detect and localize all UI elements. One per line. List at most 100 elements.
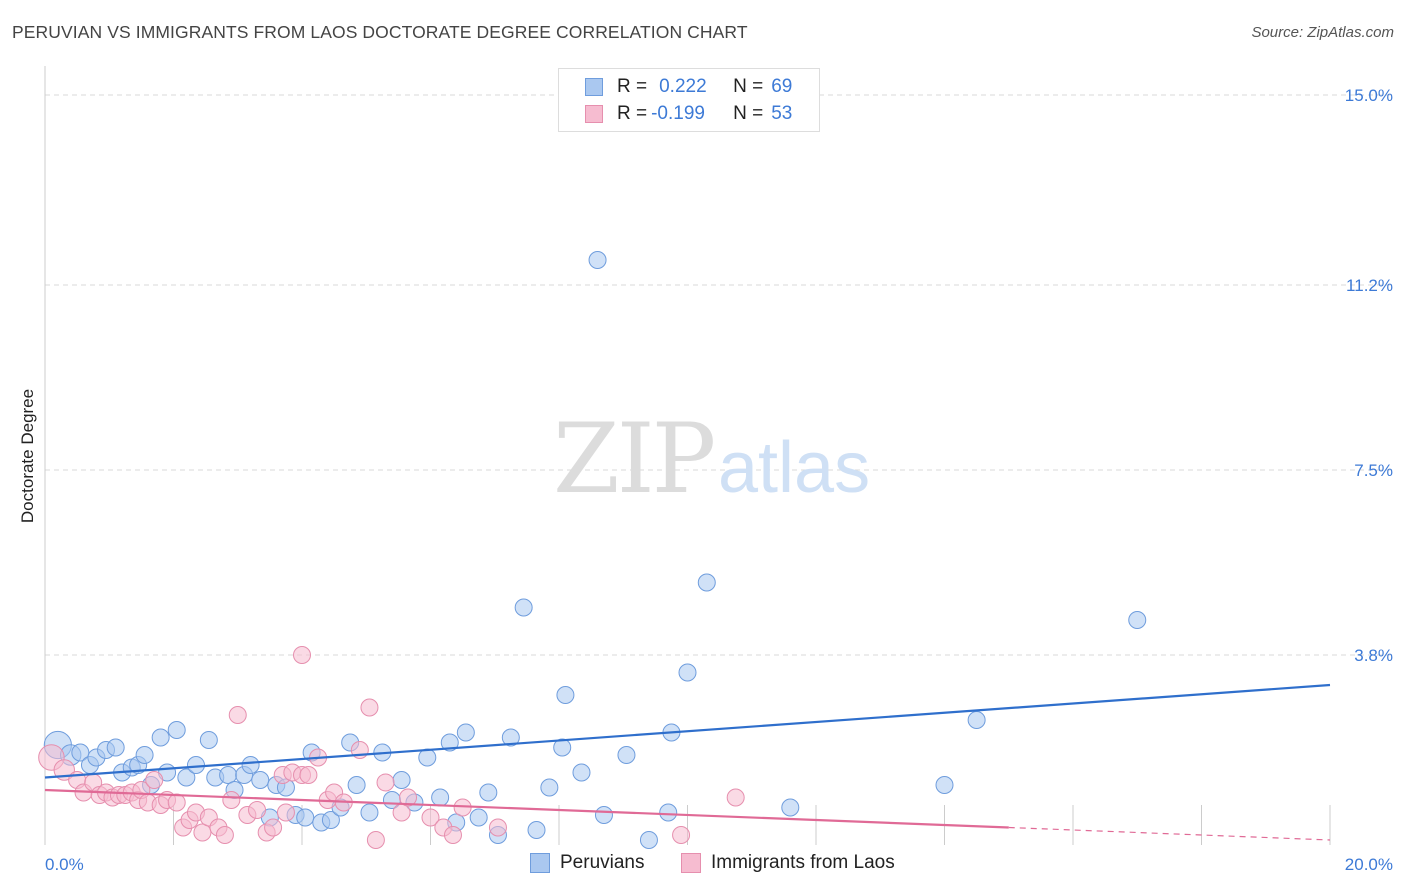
laos-point [421,808,440,827]
peruvian-point [659,803,678,822]
peruvian-point [360,803,379,822]
legend-row-peruvians: R = 0.222 N = 69 [559,74,792,100]
laos-point [248,801,267,819]
peruvian-point [251,771,270,789]
laos-point [264,818,283,837]
peruvian-point [106,738,125,757]
legend-item-laos[interactable]: Immigrants from Laos [681,852,895,874]
peruvian-point [71,743,90,762]
peruvian-point [501,728,520,747]
legend-n-value: 69 [771,76,793,97]
laos-point [360,698,379,717]
trend-lines [44,683,1331,841]
peruvian-point [572,763,591,782]
peruvian-point [514,598,533,617]
peruvian-point [553,738,572,757]
x-tick-label: 20.0% [1345,855,1393,874]
trend-line-laos-extension [1008,826,1331,841]
peruvian-point [935,776,954,794]
y-axis-label: Doctorate Degree [18,389,37,523]
peruvian-point [296,808,315,827]
legend-r-value: 0.222 [659,76,707,97]
laos-point [167,793,186,812]
peruvian-point [347,776,366,794]
laos-point [399,788,418,807]
laos-point [145,771,164,789]
y-tick-label: 15.0% [1345,86,1393,105]
peruvian-point [321,811,340,829]
legend-swatch-blue [530,853,550,873]
laos-point [443,826,462,844]
legend-label-laos: Immigrants from Laos [711,852,895,873]
laos-point [222,791,241,809]
x-tick-label: 0.0% [45,855,84,874]
legend-r-value: -0.199 [651,103,705,124]
peruvian-point [440,733,459,752]
tick-labels: 3.8% 7.5% 11.2% 15.0% 0.0% 20.0% [45,86,1393,874]
legend-n-label: N = [733,76,764,97]
legend-r-label: R = [617,103,648,124]
laos-point [299,766,318,784]
laos-point [488,818,507,837]
source-credit: Source: ZipAtlas.com [1251,24,1394,41]
legend-swatch-blue [585,78,603,96]
legend-row-laos: R = -0.199 N = 53 [559,101,792,127]
peruvian-point [639,831,658,849]
watermark: ZIP atlas [553,403,870,515]
peruvian-point [556,686,575,704]
peruvian-point [431,788,450,807]
peruvian-point [588,251,607,269]
axes [44,66,1331,845]
laos-point [672,826,691,844]
peruvian-point [151,728,170,747]
peruvian-point [456,723,475,742]
legend-swatch-pink [681,853,701,873]
laos-point [293,646,311,664]
peruvian-point [177,768,196,787]
peruvian-point [967,711,986,729]
peruvian-point [678,663,697,682]
peruvian-point [527,821,546,839]
legend-r-label: R = [617,76,648,97]
chart-title: PERUVIAN VS IMMIGRANTS FROM LAOS DOCTORA… [12,22,748,42]
peruvian-point [479,783,498,802]
legend-label-peruvians: Peruvians [560,852,645,873]
laos-point [193,823,212,842]
peruvian-point [594,806,613,824]
laos-point [215,826,234,844]
y-tick-label: 3.8% [1354,646,1393,665]
peruvians-points [43,251,1147,849]
peruvian-point [781,798,800,817]
peruvian-point [418,748,437,767]
laos-point [366,831,385,849]
peruvian-point [540,778,559,797]
legend-item-peruvians[interactable]: Peruvians [530,852,645,874]
stats-legend: R = 0.222 N = 69 R = -0.199 N = 53 [558,68,820,132]
peruvian-point [392,771,411,789]
laos-point [376,773,395,792]
peruvian-point [241,756,260,774]
peruvian-point [219,766,238,784]
peruvian-point [186,756,205,774]
laos-point [726,788,745,807]
peruvian-point [135,746,154,764]
legend-n-label: N = [733,103,764,124]
peruvian-point [617,746,636,764]
laos-point [276,803,295,822]
watermark-zip: ZIP [553,403,714,515]
trend-line-peruvians [44,683,1331,779]
peruvian-point [1128,611,1147,629]
peruvian-point [469,808,488,827]
watermark-atlas: atlas [718,428,870,508]
y-tick-label: 7.5% [1354,461,1393,480]
legend-swatch-pink [585,105,603,123]
peruvian-point [167,721,186,739]
peruvian-point [199,731,218,749]
legend-n-value: 53 [771,103,793,124]
laos-point [392,803,411,822]
trend-line-laos [44,788,1009,829]
series-legend: Peruvians Immigrants from Laos [0,852,1406,878]
peruvian-point [697,573,716,592]
grid-lines [45,94,1395,656]
